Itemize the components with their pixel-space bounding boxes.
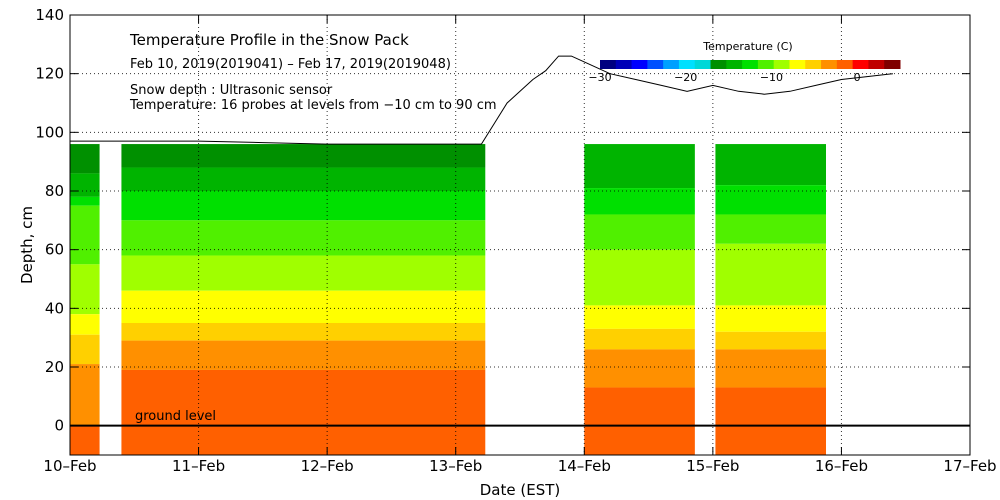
temperature-band	[70, 173, 100, 197]
legend-color-swatch	[600, 60, 617, 69]
legend-title: Temperature (C)	[702, 40, 792, 53]
y-tick-label: 120	[35, 65, 64, 83]
legend-color-swatch	[852, 60, 869, 69]
temperature-band	[584, 214, 695, 250]
x-tick-label: 17–Feb	[943, 457, 996, 475]
annotation-snow-depth: Snow depth : Ultrasonic sensor	[130, 83, 333, 98]
temperature-band	[715, 214, 826, 244]
y-tick-label: 100	[35, 123, 64, 141]
legend-colorbar	[600, 60, 901, 69]
temperature-band	[584, 144, 695, 189]
legend-color-swatch	[647, 60, 664, 69]
temperature-band	[121, 167, 486, 191]
x-tick-label: 14–Feb	[558, 457, 611, 475]
temperature-band	[584, 188, 695, 215]
x-tick-label: 13–Feb	[429, 457, 482, 475]
y-tick-label: 20	[45, 358, 64, 376]
legend-tick-labels: −30 −20 −10 0	[588, 71, 860, 84]
temperature-band	[70, 425, 100, 455]
temperature-band	[70, 314, 100, 335]
temperature-band	[715, 349, 826, 388]
annotation-ground-level: ground level	[135, 409, 216, 424]
temperature-band	[121, 144, 486, 168]
temperature-band	[715, 243, 826, 306]
x-tick-label: 16–Feb	[815, 457, 868, 475]
temperature-band	[715, 387, 826, 455]
temperature-band	[121, 369, 486, 455]
legend-color-swatch	[757, 60, 775, 69]
y-tick-label: 40	[45, 299, 64, 317]
temperature-band	[121, 340, 486, 370]
legend-color-swatch	[742, 60, 759, 69]
y-tick-label: 60	[45, 241, 64, 259]
legend-tick-label: −20	[674, 71, 697, 84]
temperature-band	[584, 387, 695, 455]
snow-depth-line	[70, 55, 893, 145]
legend-color-swatch	[821, 60, 838, 69]
temperature-band	[70, 196, 100, 206]
temperature-band	[70, 334, 100, 365]
legend-color-swatch	[868, 60, 885, 69]
temperature-band	[70, 264, 100, 315]
temperature-band	[121, 323, 486, 341]
legend-color-swatch	[789, 60, 806, 69]
axis-ticks	[69, 14, 971, 455]
temperature-band	[584, 305, 695, 329]
temperature-band	[121, 220, 486, 256]
legend-tick-label: −10	[760, 71, 783, 84]
y-tick-labels: 0 20 40 60 80 100 120 140	[35, 6, 64, 435]
chart-title: Temperature Profile in the Snow Pack	[129, 31, 409, 49]
temperature-band	[70, 205, 100, 265]
temperature-band	[121, 290, 486, 323]
x-tick-label: 10–Feb	[43, 457, 96, 475]
y-axis-label: Depth, cm	[18, 206, 36, 284]
legend-color-swatch	[663, 60, 680, 69]
x-tick-labels: 10–Feb 11–Feb 12–Feb 13–Feb 14–Feb 15–Feb 16–F…	[43, 457, 996, 475]
legend-color-swatch	[710, 60, 727, 69]
temperature-band	[121, 255, 486, 291]
chart-subtitle: Feb 10, 2019(2019041) – Feb 17, 2019(201…	[130, 57, 451, 72]
legend-color-swatch	[805, 60, 822, 69]
color-legend: Temperature (C) −30 −20 −10 0	[588, 40, 901, 84]
legend-color-swatch	[615, 60, 633, 69]
temperature-band	[70, 364, 100, 426]
temperature-band	[715, 144, 826, 186]
temperature-band	[584, 249, 695, 306]
y-tick-label: 140	[35, 6, 64, 24]
y-tick-label: 80	[45, 182, 64, 200]
x-axis-label: Date (EST)	[480, 481, 561, 499]
plot-frame	[69, 14, 971, 456]
legend-color-swatch	[678, 60, 696, 69]
x-tick-label: 11–Feb	[172, 457, 225, 475]
legend-color-swatch	[773, 60, 790, 69]
y-tick-label: 0	[54, 417, 64, 435]
legend-color-swatch	[884, 60, 901, 69]
x-tick-label: 15–Feb	[686, 457, 739, 475]
annotation-temperature: Temperature: 16 probes at levels from −1…	[129, 98, 497, 113]
x-tick-label: 12–Feb	[301, 457, 354, 475]
temperature-band	[121, 191, 486, 221]
temperature-band	[715, 185, 826, 215]
legend-tick-label: −30	[588, 71, 611, 84]
legend-color-swatch	[726, 60, 743, 69]
legend-color-swatch	[836, 60, 854, 69]
temperature-band	[715, 331, 826, 350]
temperature-segments	[70, 144, 826, 455]
temperature-band	[715, 305, 826, 332]
temperature-band	[584, 328, 695, 350]
temperature-band	[70, 144, 100, 174]
legend-color-swatch	[694, 60, 712, 69]
temperature-band	[584, 349, 695, 388]
legend-tick-label: 0	[854, 71, 861, 84]
legend-color-swatch	[631, 60, 648, 69]
